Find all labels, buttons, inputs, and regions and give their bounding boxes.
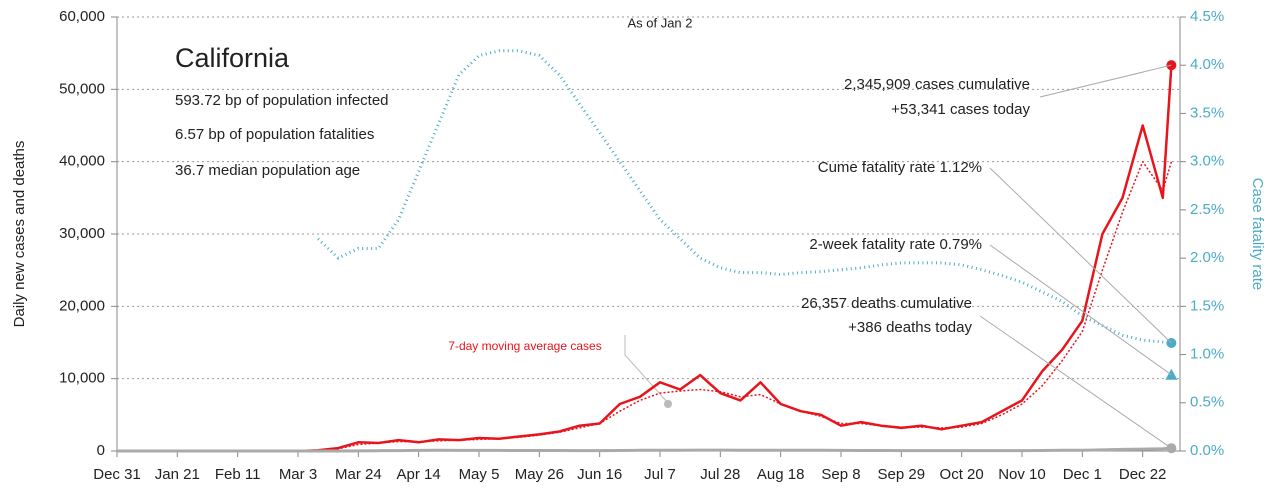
x-tick-label: Jul 7 [644,466,676,483]
y-axis-label: Daily new cases and deaths [11,141,28,328]
stat: 36.7 median population age [175,162,360,179]
y2-tick-label: 4.5% [1190,8,1224,25]
callout-text: 26,357 deaths cumulative [801,295,972,312]
x-tick-label: May 5 [459,466,500,483]
stat: 6.57 bp of population fatalities [175,126,374,143]
y2-tick-label: 4.0% [1190,56,1224,73]
y2-axis-label: Case fatality rate [1249,178,1266,291]
callout-text: 2,345,909 cases cumulative [844,76,1030,93]
y2-tick-label: 2.0% [1190,249,1224,266]
y2-tick-label: 3.5% [1190,104,1224,121]
y-tick-label: 30,000 [59,225,105,242]
x-tick-label: Jan 21 [155,466,200,483]
y-tick-label: 40,000 [59,153,105,170]
x-tick-label: Apr 14 [397,466,441,483]
stat: 593.72 bp of population infected [175,92,389,109]
y2-tick-label: 0.0% [1190,442,1224,459]
chart-title: California [175,43,290,73]
callout-text: 2-week fatality rate 0.79% [809,236,982,253]
x-tick-label: Dec 31 [93,466,141,483]
y2-tick-label: 1.0% [1190,346,1224,363]
callout-leader [989,244,1172,376]
x-tick-label: Sep 8 [821,466,860,483]
x-tick-label: May 26 [515,466,564,483]
x-tick-label: Aug 18 [757,466,805,483]
y-tick-label: 10,000 [59,370,105,387]
as-of: As of Jan 2 [627,15,692,30]
callout-text: +53,341 cases today [891,101,1030,118]
x-tick-label: Mar 3 [279,466,317,483]
x-tick-label: Mar 24 [335,466,382,483]
avg-label: 7-day moving average cases [448,339,601,353]
x-tick-label: Jul 28 [700,466,740,483]
y-tick-label: 20,000 [59,297,105,314]
x-tick-label: Feb 11 [215,466,261,483]
callout-text: +386 deaths today [848,319,972,336]
avg-pointer-dot [664,400,672,408]
x-tick-label: Dec 1 [1063,466,1102,483]
x-tick-label: Jun 16 [577,466,622,483]
y-tick-label: 60,000 [59,8,105,25]
x-tick-label: Oct 20 [940,466,984,483]
y-tick-label: 50,000 [59,80,105,97]
y2-tick-label: 2.5% [1190,201,1224,218]
series-line [317,49,1172,345]
callout-leader [979,315,1172,449]
callout-text: Cume fatality rate 1.12% [818,159,982,176]
series-line [117,65,1173,453]
callout-leader [1039,64,1172,98]
x-tick-label: Dec 22 [1119,466,1167,483]
y2-tick-label: 1.5% [1190,297,1224,314]
y2-tick-label: 0.5% [1190,394,1224,411]
y-tick-label: 0 [97,442,105,459]
series-line [117,446,1172,453]
callout-leader [989,167,1172,344]
y2-tick-label: 3.0% [1190,153,1224,170]
x-tick-label: Nov 10 [998,466,1046,483]
x-tick-label: Sep 29 [878,466,926,483]
